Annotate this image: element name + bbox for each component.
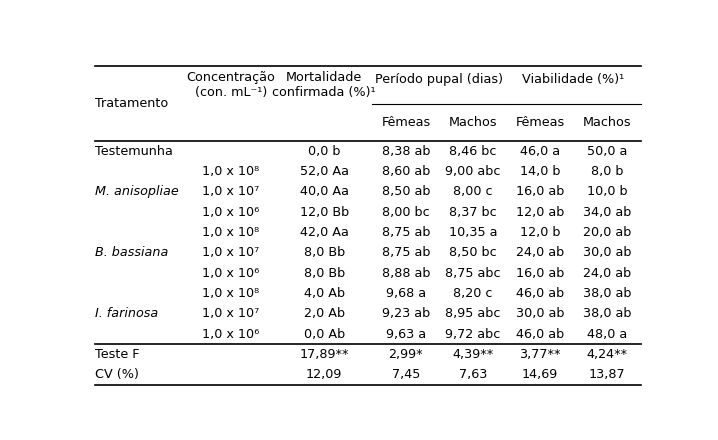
- Text: 34,0 ab: 34,0 ab: [583, 205, 631, 219]
- Text: 14,0 b: 14,0 b: [520, 165, 560, 178]
- Text: 30,0 ab: 30,0 ab: [516, 307, 564, 320]
- Text: Machos: Machos: [449, 116, 498, 129]
- Text: 8,46 bc: 8,46 bc: [449, 145, 497, 158]
- Text: 8,88 ab: 8,88 ab: [382, 267, 430, 279]
- Text: 1,0 x 10⁷: 1,0 x 10⁷: [202, 246, 259, 259]
- Text: 9,00 abc: 9,00 abc: [445, 165, 500, 178]
- Text: 12,0 ab: 12,0 ab: [516, 205, 564, 219]
- Text: 4,0 Ab: 4,0 Ab: [304, 287, 345, 300]
- Text: 8,95 abc: 8,95 abc: [445, 307, 500, 320]
- Text: 7,45: 7,45: [392, 368, 420, 381]
- Text: 20,0 ab: 20,0 ab: [583, 226, 631, 239]
- Text: 2,99*: 2,99*: [388, 348, 423, 361]
- Text: 1,0 x 10⁸: 1,0 x 10⁸: [202, 287, 259, 300]
- Text: 1,0 x 10⁶: 1,0 x 10⁶: [202, 267, 259, 279]
- Text: Período pupal (dias): Período pupal (dias): [376, 73, 503, 86]
- Text: 8,37 bc: 8,37 bc: [449, 205, 497, 219]
- Text: 12,0 Bb: 12,0 Bb: [299, 205, 349, 219]
- Text: 9,23 ab: 9,23 ab: [382, 307, 430, 320]
- Text: 40,0 Aa: 40,0 Aa: [299, 185, 349, 198]
- Text: 1,0 x 10⁶: 1,0 x 10⁶: [202, 205, 259, 219]
- Text: 38,0 ab: 38,0 ab: [583, 307, 631, 320]
- Text: 1,0 x 10⁸: 1,0 x 10⁸: [202, 226, 259, 239]
- Text: 4,39**: 4,39**: [452, 348, 493, 361]
- Text: Mortalidade
confirmada (%)¹: Mortalidade confirmada (%)¹: [272, 71, 376, 99]
- Text: 46,0 ab: 46,0 ab: [516, 287, 564, 300]
- Text: 9,68 a: 9,68 a: [386, 287, 426, 300]
- Text: 8,0 Bb: 8,0 Bb: [304, 246, 345, 259]
- Text: 8,0 Bb: 8,0 Bb: [304, 267, 345, 279]
- Text: B. bassiana: B. bassiana: [95, 246, 169, 259]
- Text: 9,72 abc: 9,72 abc: [445, 327, 500, 341]
- Text: 38,0 ab: 38,0 ab: [583, 287, 631, 300]
- Text: 8,20 c: 8,20 c: [453, 287, 493, 300]
- Text: 12,09: 12,09: [306, 368, 342, 381]
- Text: 10,35 a: 10,35 a: [449, 226, 497, 239]
- Text: 1,0 x 10⁸: 1,0 x 10⁸: [202, 165, 259, 178]
- Text: 8,38 ab: 8,38 ab: [382, 145, 430, 158]
- Text: CV (%): CV (%): [95, 368, 139, 381]
- Text: 3,77**: 3,77**: [519, 348, 561, 361]
- Text: 46,0 ab: 46,0 ab: [516, 327, 564, 341]
- Text: 9,63 a: 9,63 a: [386, 327, 426, 341]
- Text: 8,50 ab: 8,50 ab: [382, 185, 430, 198]
- Text: 8,50 bc: 8,50 bc: [449, 246, 497, 259]
- Text: 24,0 ab: 24,0 ab: [583, 267, 631, 279]
- Text: 50,0 a: 50,0 a: [587, 145, 628, 158]
- Text: M. anisopliae: M. anisopliae: [95, 185, 179, 198]
- Text: 30,0 ab: 30,0 ab: [583, 246, 631, 259]
- Text: 1,0 x 10⁷: 1,0 x 10⁷: [202, 185, 259, 198]
- Text: Tratamento: Tratamento: [95, 97, 169, 110]
- Text: 16,0 ab: 16,0 ab: [516, 267, 564, 279]
- Text: 4,24**: 4,24**: [587, 348, 628, 361]
- Text: 17,89**: 17,89**: [299, 348, 349, 361]
- Text: 8,75 ab: 8,75 ab: [382, 246, 430, 259]
- Text: 7,63: 7,63: [459, 368, 487, 381]
- Text: 0,0 Ab: 0,0 Ab: [304, 327, 345, 341]
- Text: 8,00 bc: 8,00 bc: [382, 205, 429, 219]
- Text: 1,0 x 10⁶: 1,0 x 10⁶: [202, 327, 259, 341]
- Text: Concentração
(con. mL⁻¹): Concentração (con. mL⁻¹): [187, 71, 276, 99]
- Text: 8,75 ab: 8,75 ab: [382, 226, 430, 239]
- Text: 16,0 ab: 16,0 ab: [516, 185, 564, 198]
- Text: Machos: Machos: [583, 116, 631, 129]
- Text: Teste F: Teste F: [95, 348, 140, 361]
- Text: Fêmeas: Fêmeas: [381, 116, 431, 129]
- Text: 13,87: 13,87: [589, 368, 625, 381]
- Text: 2,0 Ab: 2,0 Ab: [304, 307, 345, 320]
- Text: Testemunha: Testemunha: [95, 145, 173, 158]
- Text: 8,60 ab: 8,60 ab: [382, 165, 430, 178]
- Text: 52,0 Aa: 52,0 Aa: [299, 165, 349, 178]
- Text: 8,75 abc: 8,75 abc: [445, 267, 500, 279]
- Text: 24,0 ab: 24,0 ab: [516, 246, 564, 259]
- Text: 48,0 a: 48,0 a: [587, 327, 628, 341]
- Text: I. farinosa: I. farinosa: [95, 307, 159, 320]
- Text: 42,0 Aa: 42,0 Aa: [300, 226, 349, 239]
- Text: 10,0 b: 10,0 b: [587, 185, 628, 198]
- Text: 8,0 b: 8,0 b: [591, 165, 623, 178]
- Text: 12,0 b: 12,0 b: [520, 226, 560, 239]
- Text: Fêmeas: Fêmeas: [516, 116, 564, 129]
- Text: 1,0 x 10⁷: 1,0 x 10⁷: [202, 307, 259, 320]
- Text: 8,00 c: 8,00 c: [453, 185, 493, 198]
- Text: 46,0 a: 46,0 a: [520, 145, 560, 158]
- Text: Viabilidade (%)¹: Viabilidade (%)¹: [523, 73, 625, 86]
- Text: 14,69: 14,69: [522, 368, 558, 381]
- Text: 0,0 b: 0,0 b: [308, 145, 340, 158]
